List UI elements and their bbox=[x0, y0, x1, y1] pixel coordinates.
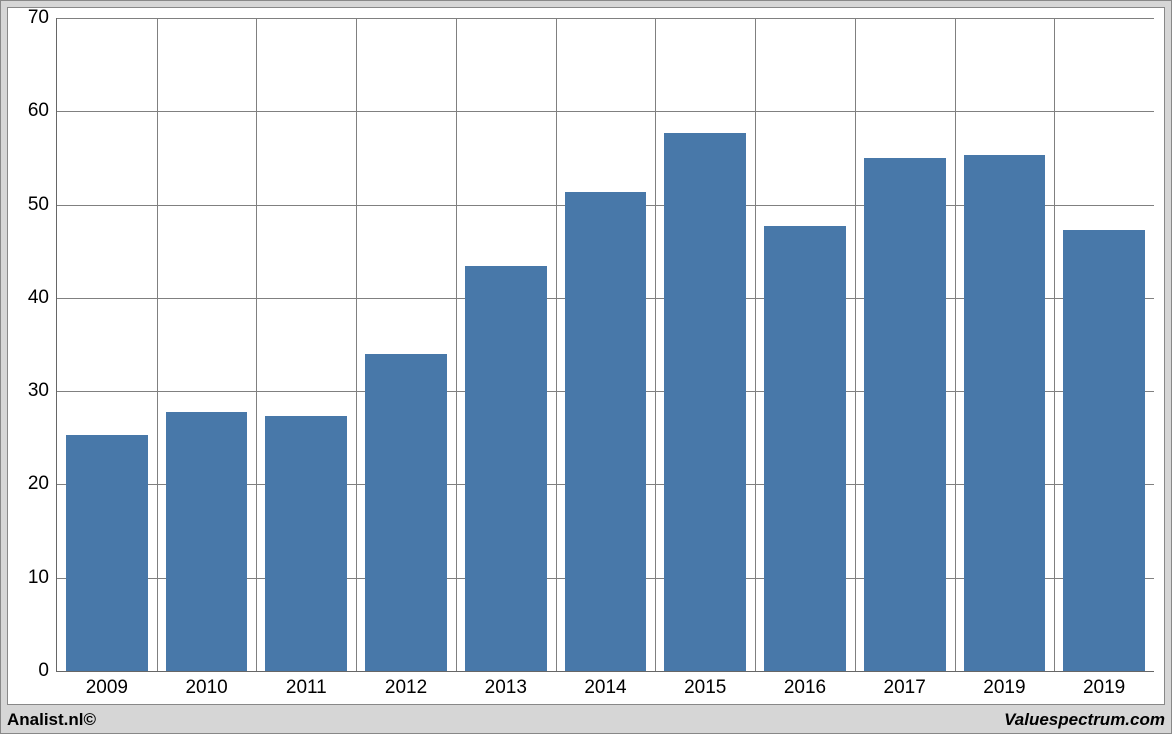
bar bbox=[465, 266, 547, 671]
bar bbox=[864, 158, 946, 671]
bar bbox=[964, 155, 1046, 671]
chart-outer-frame: 0 10 20 30 40 50 60 70 2009 2010 2011 2012 2013 2014 2… bbox=[0, 0, 1172, 734]
x-tick-label: 2019 bbox=[983, 671, 1025, 699]
x-tick-label: 2012 bbox=[385, 671, 427, 699]
y-tick-label: 40 bbox=[28, 287, 57, 309]
x-tick-label: 2010 bbox=[185, 671, 227, 699]
plot-frame: 0 10 20 30 40 50 60 70 2009 2010 2011 2012 2013 2014 2… bbox=[7, 7, 1165, 705]
bar bbox=[1063, 230, 1145, 671]
x-tick-label: 2017 bbox=[884, 671, 926, 699]
x-tick-label: 2013 bbox=[485, 671, 527, 699]
gridline-v bbox=[855, 18, 856, 671]
bar bbox=[764, 226, 846, 671]
gridline-v bbox=[1054, 18, 1055, 671]
y-tick-label: 0 bbox=[38, 660, 57, 682]
y-tick-label: 20 bbox=[28, 473, 57, 495]
y-tick-label: 30 bbox=[28, 380, 57, 402]
x-tick-label: 2014 bbox=[584, 671, 626, 699]
y-tick-label: 60 bbox=[28, 100, 57, 122]
bar bbox=[664, 133, 746, 671]
gridline-v bbox=[955, 18, 956, 671]
gridline-v bbox=[655, 18, 656, 671]
gridline-v bbox=[456, 18, 457, 671]
bar bbox=[265, 416, 347, 671]
y-tick-label: 50 bbox=[28, 194, 57, 216]
gridline-v bbox=[556, 18, 557, 671]
x-tick-label: 2016 bbox=[784, 671, 826, 699]
gridline-h bbox=[57, 18, 1154, 19]
y-tick-label: 70 bbox=[28, 7, 57, 29]
footer-bar: Analist.nl© Valuespectrum.com bbox=[1, 707, 1171, 733]
x-tick-label: 2019 bbox=[1083, 671, 1125, 699]
plot-area: 0102030405060702009201020112012201320142… bbox=[56, 18, 1154, 672]
bar bbox=[565, 192, 647, 671]
x-tick-label: 2011 bbox=[286, 671, 327, 699]
gridline-v bbox=[157, 18, 158, 671]
gridline-v bbox=[256, 18, 257, 671]
footer-right-text: Valuespectrum.com bbox=[1004, 710, 1165, 730]
footer-left-text: Analist.nl© bbox=[7, 710, 96, 730]
y-tick-label: 10 bbox=[28, 567, 57, 589]
gridline-h bbox=[57, 111, 1154, 112]
bar bbox=[66, 435, 148, 671]
x-tick-label: 2015 bbox=[684, 671, 726, 699]
gridline-v bbox=[356, 18, 357, 671]
x-tick-label: 2009 bbox=[86, 671, 128, 699]
bar bbox=[365, 354, 447, 671]
bar bbox=[166, 412, 248, 671]
gridline-v bbox=[755, 18, 756, 671]
